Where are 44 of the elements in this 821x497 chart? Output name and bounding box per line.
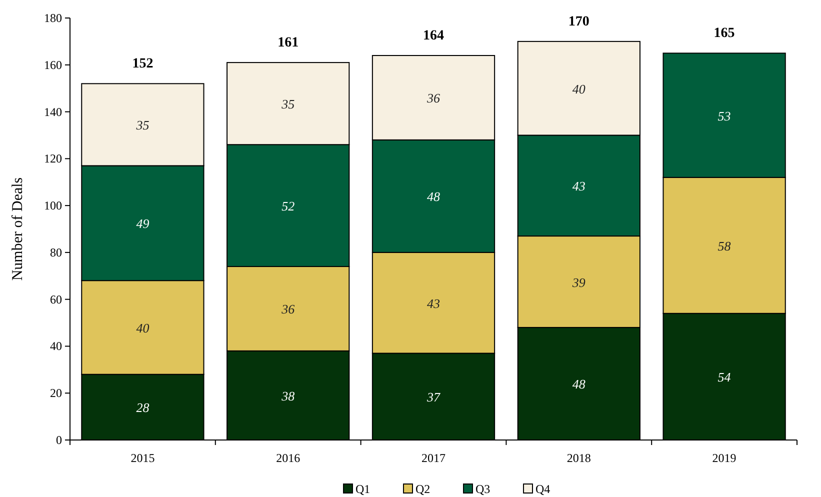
y-tick-label: 160 (44, 58, 62, 72)
legend-label: Q4 (536, 482, 550, 496)
legend-label: Q2 (416, 482, 430, 496)
data-label: 35 (135, 118, 150, 133)
data-label: 54 (718, 370, 732, 385)
data-label: 28 (136, 400, 150, 416)
data-label: 36 (426, 90, 440, 106)
y-tick-label: 100 (44, 198, 62, 213)
legend-label: Q3 (476, 482, 490, 496)
x-tick-label: 2016 (276, 451, 300, 465)
y-tick-label: 0 (56, 433, 62, 447)
data-label: 52 (282, 198, 296, 214)
x-tick-label: 2019 (712, 451, 736, 465)
total-label: 170 (568, 14, 590, 30)
data-label: 58 (718, 238, 732, 254)
total-label: 161 (278, 36, 299, 51)
total-label: 164 (423, 28, 444, 44)
y-tick-label: 120 (44, 152, 62, 166)
y-tick-label: 80 (50, 245, 62, 260)
y-tick-label: 140 (44, 104, 62, 119)
data-label: 53 (718, 108, 732, 124)
y-tick-label: 20 (50, 386, 62, 400)
data-label: 40 (136, 320, 150, 336)
data-label: 35 (280, 96, 296, 112)
total-label: 152 (132, 56, 154, 72)
data-label: 43 (427, 296, 440, 311)
data-label: 43 (572, 178, 586, 194)
y-tick-label: 180 (44, 11, 62, 25)
data-label: 37 (426, 390, 440, 405)
data-label: 49 (136, 216, 150, 232)
data-label: 39 (571, 274, 586, 290)
y-axis-title: Number of Deals (10, 177, 26, 281)
y-tick-label: 60 (50, 292, 62, 306)
data-label: 48 (572, 376, 586, 392)
legend-label: Q1 (356, 482, 370, 496)
data-label: 38 (280, 388, 296, 404)
y-tick-label: 40 (50, 339, 62, 354)
data-label: 36 (280, 302, 296, 317)
data-label: 40 (572, 81, 586, 96)
total-label: 165 (714, 26, 735, 42)
x-tick-label: 2018 (566, 451, 591, 465)
x-tick-label: 2017 (422, 451, 446, 465)
x-tick-label: 2015 (130, 451, 155, 465)
data-label: 48 (427, 189, 440, 204)
